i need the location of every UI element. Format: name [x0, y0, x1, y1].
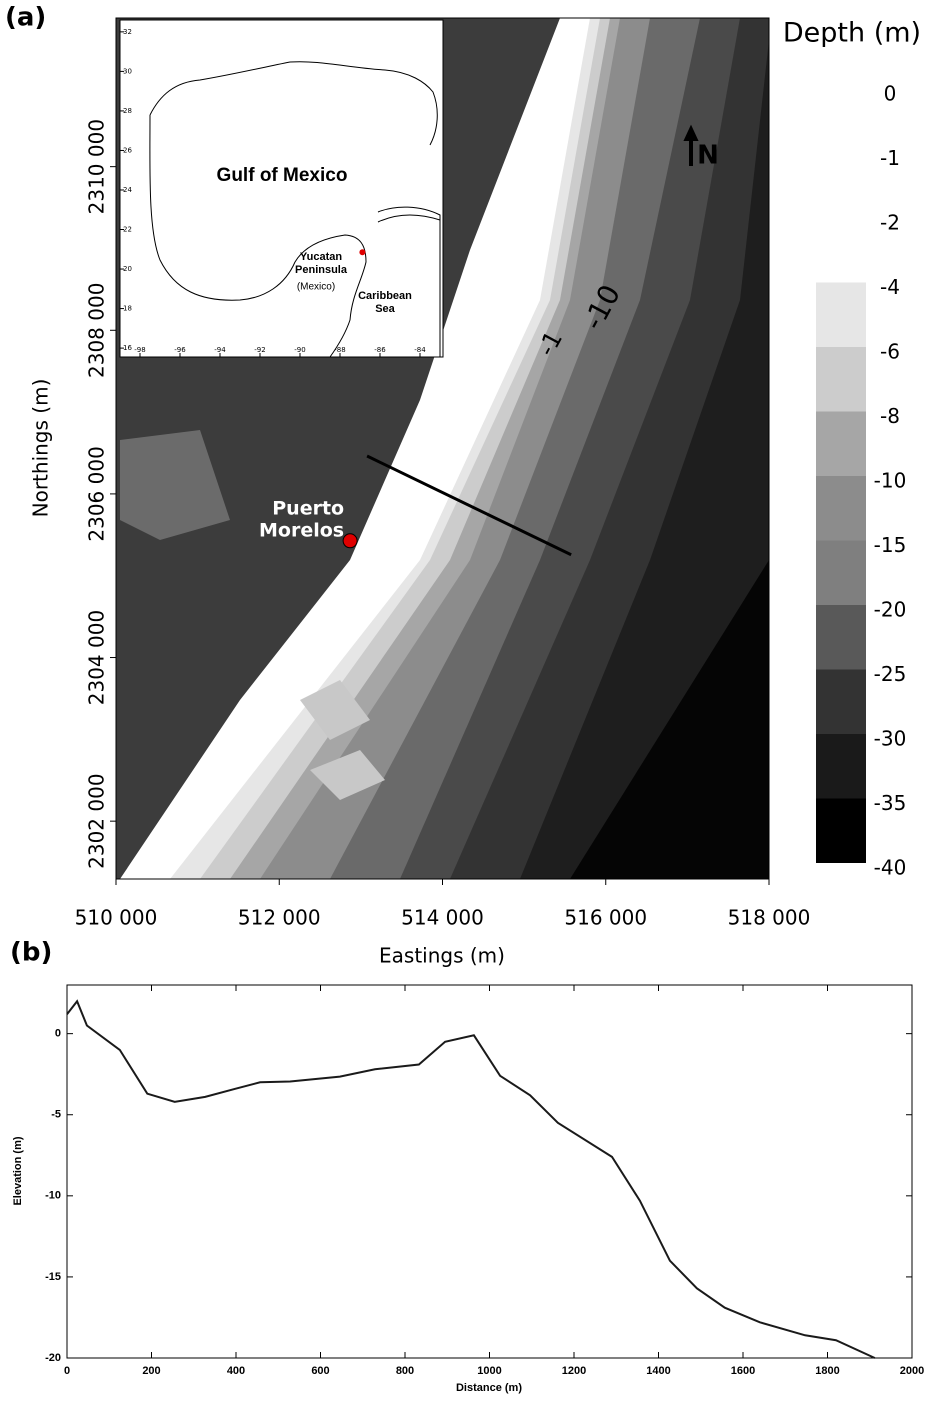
y-tick-label: 2304 000 — [85, 610, 109, 705]
colorbar-band — [816, 476, 866, 541]
inset-x-tick-label: -88 — [334, 346, 345, 354]
inset-label: (Mexico) — [297, 282, 335, 293]
x-tick-label: 1400 — [646, 1365, 670, 1377]
x-tick-label: 510 000 — [75, 906, 158, 930]
colorbar-band — [816, 734, 866, 799]
inset-y-tick-label: 26 — [123, 146, 132, 154]
y-tick-label: 2302 000 — [85, 773, 109, 868]
transect — [366, 454, 572, 557]
inset-label: Gulf of Mexico — [217, 165, 348, 186]
colorbar-label: -8 — [880, 404, 900, 428]
y-tick-label: 2306 000 — [85, 446, 109, 541]
inset-frame — [119, 19, 444, 358]
colorbar-label: -1 — [880, 146, 900, 170]
inset-x-tick-label: -84 — [414, 346, 426, 354]
colorbar-label: -6 — [880, 340, 900, 364]
site-label: Morelos — [259, 519, 344, 541]
x-tick-label: 1600 — [731, 1365, 755, 1377]
reef — [310, 750, 385, 800]
y-tick-label: -15 — [45, 1271, 61, 1283]
inset-x-tick-label: -98 — [134, 346, 145, 354]
site-label: Puerto — [272, 497, 344, 519]
colorbar-label: -25 — [874, 662, 907, 686]
inset-x-tick-label: -86 — [374, 346, 386, 354]
y-tick-label: 2308 000 — [85, 283, 109, 378]
x-tick-label: 1800 — [815, 1365, 839, 1377]
x-tick-label: 2000 — [900, 1365, 924, 1377]
cuba — [377, 214, 441, 223]
colorbar-label: -4 — [880, 275, 900, 299]
inset-x-tick-label: -92 — [254, 346, 265, 354]
colorbar-band — [816, 411, 866, 476]
x-tick-label: 518 000 — [728, 906, 811, 930]
colorbar-band — [816, 540, 866, 605]
inset-y-tick-label: 18 — [123, 305, 132, 313]
colorbar-label: -10 — [874, 469, 907, 493]
inset-label: Yucatan — [300, 251, 342, 263]
profile-line — [66, 999, 876, 1359]
colorbar-band — [816, 605, 866, 670]
colorbar-label: -2 — [880, 211, 900, 235]
x-tick-label: 1200 — [562, 1365, 586, 1377]
inset-y-tick-label: 28 — [123, 107, 132, 115]
plot-frame — [66, 984, 913, 1359]
y-tick-label: 0 — [55, 1028, 61, 1040]
town — [120, 430, 230, 540]
inset-y-tick-label: 16 — [123, 344, 132, 352]
colorbar-band — [816, 347, 866, 412]
colorbar-band — [816, 282, 866, 347]
colorbar-label: -35 — [874, 791, 907, 815]
colorbar-label: -30 — [874, 727, 907, 751]
inset-x-tick-label: -94 — [214, 346, 226, 354]
y-tick-label: 2310 000 — [85, 119, 109, 214]
x-tick-label: 200 — [142, 1365, 160, 1377]
x-tick-label: 400 — [227, 1365, 245, 1377]
x-tick-label: 0 — [64, 1365, 70, 1377]
colorbar-label: 0 — [884, 82, 897, 106]
inset-x-tick-label: -96 — [174, 346, 186, 354]
y-tick-label: -10 — [45, 1190, 61, 1202]
colorbar-band — [816, 669, 866, 734]
inset-x-tick-label: -90 — [294, 346, 305, 354]
x-tick-label: 800 — [396, 1365, 414, 1377]
inset-label: Peninsula — [295, 264, 348, 276]
inset-label: Sea — [375, 303, 395, 315]
panel-label: (b) — [10, 938, 52, 968]
x-axis-title: Distance (m) — [456, 1382, 522, 1394]
x-axis-title: Eastings (m) — [379, 944, 505, 968]
x-tick-label: 1000 — [477, 1365, 501, 1377]
inset-y-tick-label: 24 — [123, 186, 132, 194]
inset-y-tick-label: 32 — [123, 28, 132, 36]
colorbar-label: -40 — [874, 856, 907, 880]
inset-site — [359, 249, 366, 256]
y-tick-label: -20 — [45, 1352, 61, 1364]
y-tick-label: -5 — [51, 1109, 61, 1121]
colorbar-band — [816, 798, 866, 863]
y-axis-title: Elevation (m) — [12, 1136, 24, 1205]
inset-y-tick-label: 30 — [123, 67, 132, 75]
colorbar-label: -15 — [874, 533, 907, 557]
x-tick-label: 514 000 — [401, 906, 484, 930]
north-label: N — [697, 141, 719, 171]
reef — [300, 680, 370, 740]
x-tick-label: 512 000 — [238, 906, 321, 930]
inset-label: Caribbean — [358, 290, 412, 302]
colorbar-title: Depth (m) — [783, 18, 921, 49]
inset-y-tick-label: 22 — [123, 226, 132, 234]
inset-y-tick-label: 20 — [123, 265, 132, 273]
colorbar-label: -20 — [874, 598, 907, 622]
coastline — [149, 61, 441, 358]
x-tick-label: 516 000 — [564, 906, 647, 930]
north-arrow — [683, 124, 699, 166]
x-tick-label: 600 — [311, 1365, 329, 1377]
panel-label: (a) — [5, 3, 46, 33]
site-marker — [342, 533, 358, 549]
y-axis-title: Northings (m) — [29, 379, 53, 518]
